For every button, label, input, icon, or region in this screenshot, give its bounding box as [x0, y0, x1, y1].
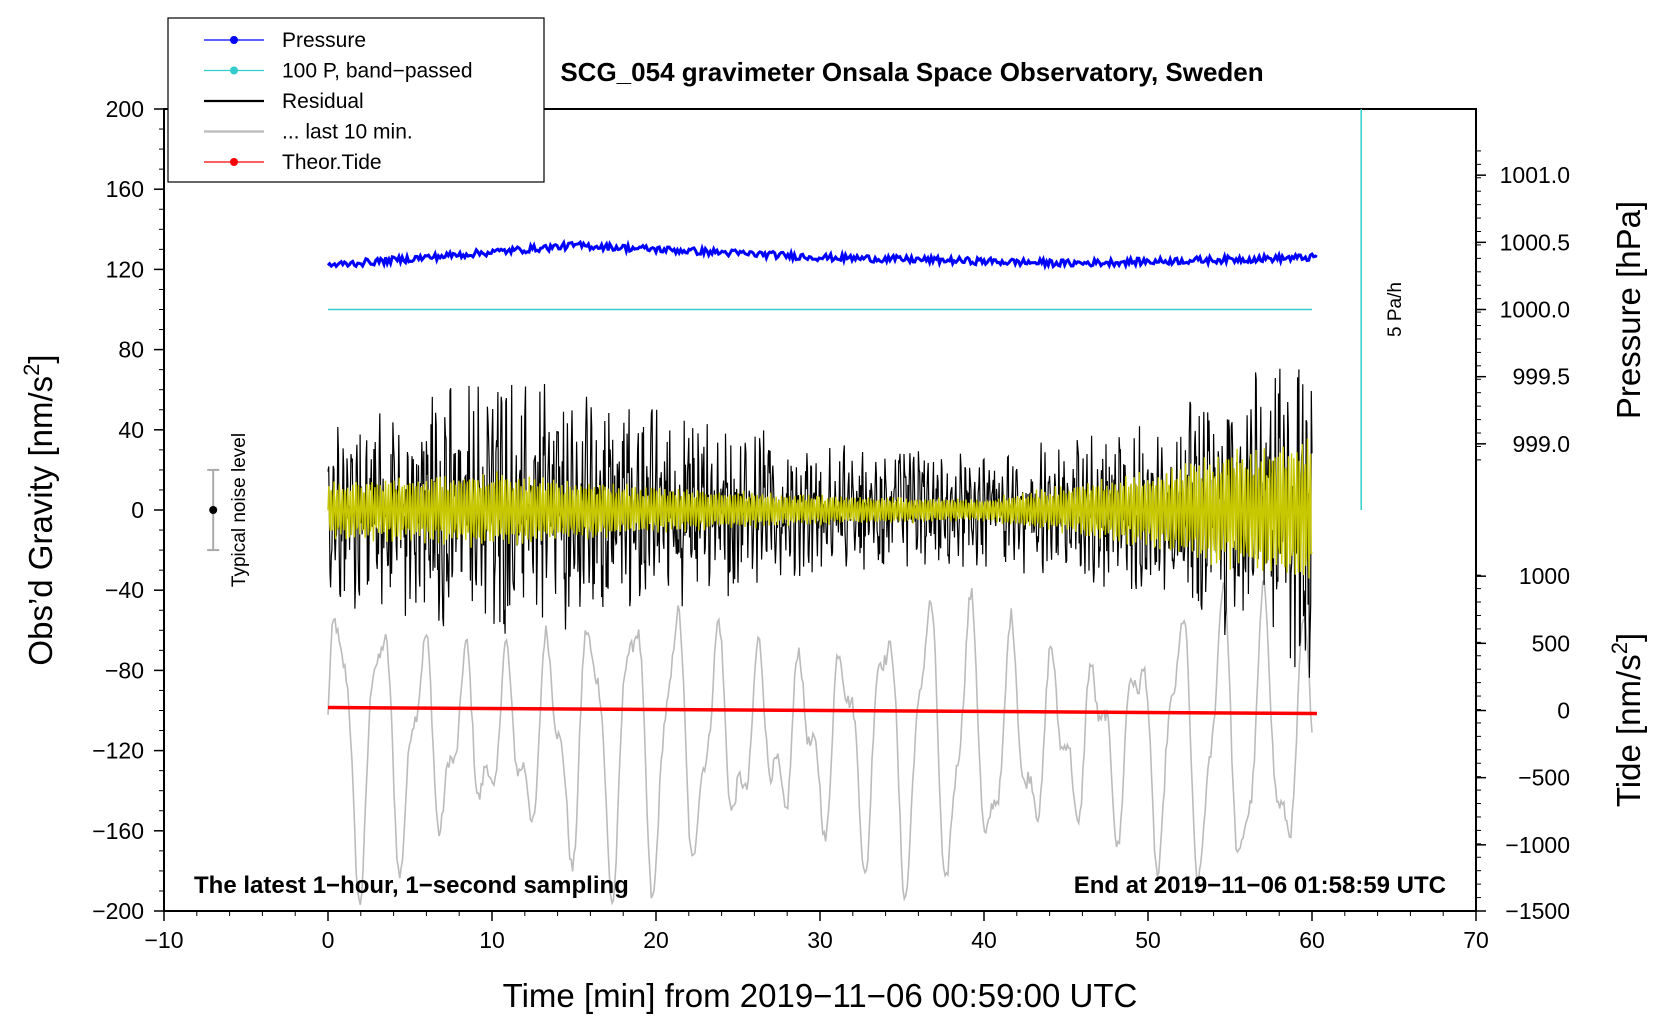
- y-tick-label: 80: [118, 337, 144, 363]
- x-tick-label: 70: [1463, 927, 1489, 953]
- tide-tick-label: 1000: [1519, 563, 1570, 589]
- series-residual-band: [327, 438, 1313, 579]
- legend-marker: [230, 66, 238, 75]
- y-tick-label: 200: [106, 96, 144, 122]
- y-tick-label: 0: [131, 497, 144, 523]
- tide-tick-label: −500: [1518, 765, 1570, 791]
- y-tick-label: 120: [106, 256, 144, 282]
- pressure-tick-label: 1000.5: [1500, 229, 1570, 255]
- tide-tick-label: 500: [1532, 630, 1570, 656]
- x-tick-label: 40: [971, 927, 997, 953]
- axes: −10 0 10 20 30 40 50 60 70 −200 −160 −120 −80 −40 0 40 8…: [92, 96, 1570, 953]
- rate-indicator: 5 Pa/h: [1360, 109, 1406, 510]
- series-pressure: [326, 238, 1318, 271]
- legend-marker: [230, 158, 238, 166]
- y-tick-label: −120: [92, 738, 144, 764]
- tide-tick-label: 0: [1557, 698, 1570, 724]
- y-tick-label: −200: [92, 898, 144, 924]
- legend-marker: [230, 36, 238, 44]
- note-end-time: End at 2019−11−06 01:58:59 UTC: [1074, 872, 1446, 899]
- x-tick-label: 0: [322, 927, 335, 953]
- x-tick-label: 60: [1299, 927, 1325, 953]
- pressure-tick-label: 999.5: [1512, 364, 1570, 390]
- data-traces: [326, 238, 1318, 906]
- legend-label: ... last 10 min.: [282, 121, 413, 144]
- x-axis-label: Time [min] from 2019−11−06 00:59:00 UTC: [503, 977, 1138, 1014]
- x-tick-label: 10: [479, 927, 505, 953]
- noise-dot: [209, 506, 218, 514]
- y-tick-label: 160: [106, 176, 144, 202]
- series-last-10-min: [327, 578, 1313, 906]
- legend-label: Pressure: [282, 29, 366, 52]
- pressure-tick-label: 999.0: [1512, 431, 1570, 457]
- note-latest-hour: The latest 1−hour, 1−second sampling: [194, 872, 629, 899]
- tide-tick-label: −1500: [1505, 898, 1570, 924]
- x-tick-label: 50: [1135, 927, 1161, 953]
- tide-tick-label: −1000: [1505, 832, 1570, 858]
- noise-label: Typical noise level: [229, 433, 250, 587]
- legend-label: Theor.Tide: [282, 151, 382, 174]
- x-tick-label: 20: [643, 927, 669, 953]
- y-tick-label: 40: [118, 417, 144, 443]
- pressure-tick-label: 1001.0: [1500, 162, 1570, 188]
- series-theor-tide: [327, 705, 1317, 716]
- chart-title: SCG_054 gravimeter Onsala Space Observat…: [560, 57, 1263, 87]
- rate-label: 5 Pa/h: [1385, 282, 1406, 337]
- x-tick-label: −10: [144, 927, 183, 953]
- y-tick-label: −40: [105, 577, 144, 603]
- y-axis-label-tide: Tide [nm/s2]: [1607, 633, 1647, 807]
- y-axis-label-pressure: Pressure [hPa]: [1610, 201, 1647, 419]
- noise-level-indicator: Typical noise level: [207, 433, 250, 587]
- y-axis-label-left: Obs’d Gravity [nm/s2]: [19, 354, 59, 665]
- y-tick-label: −160: [92, 818, 144, 844]
- x-tick-label: 30: [807, 927, 833, 953]
- y-tick-label: −80: [105, 657, 144, 683]
- legend-label: Residual: [282, 90, 364, 113]
- pressure-tick-label: 1000.0: [1500, 297, 1570, 323]
- legend: Pressure 100 P, band−passed Residual ... la…: [167, 17, 545, 183]
- legend-label: 100 P, band−passed: [282, 60, 473, 83]
